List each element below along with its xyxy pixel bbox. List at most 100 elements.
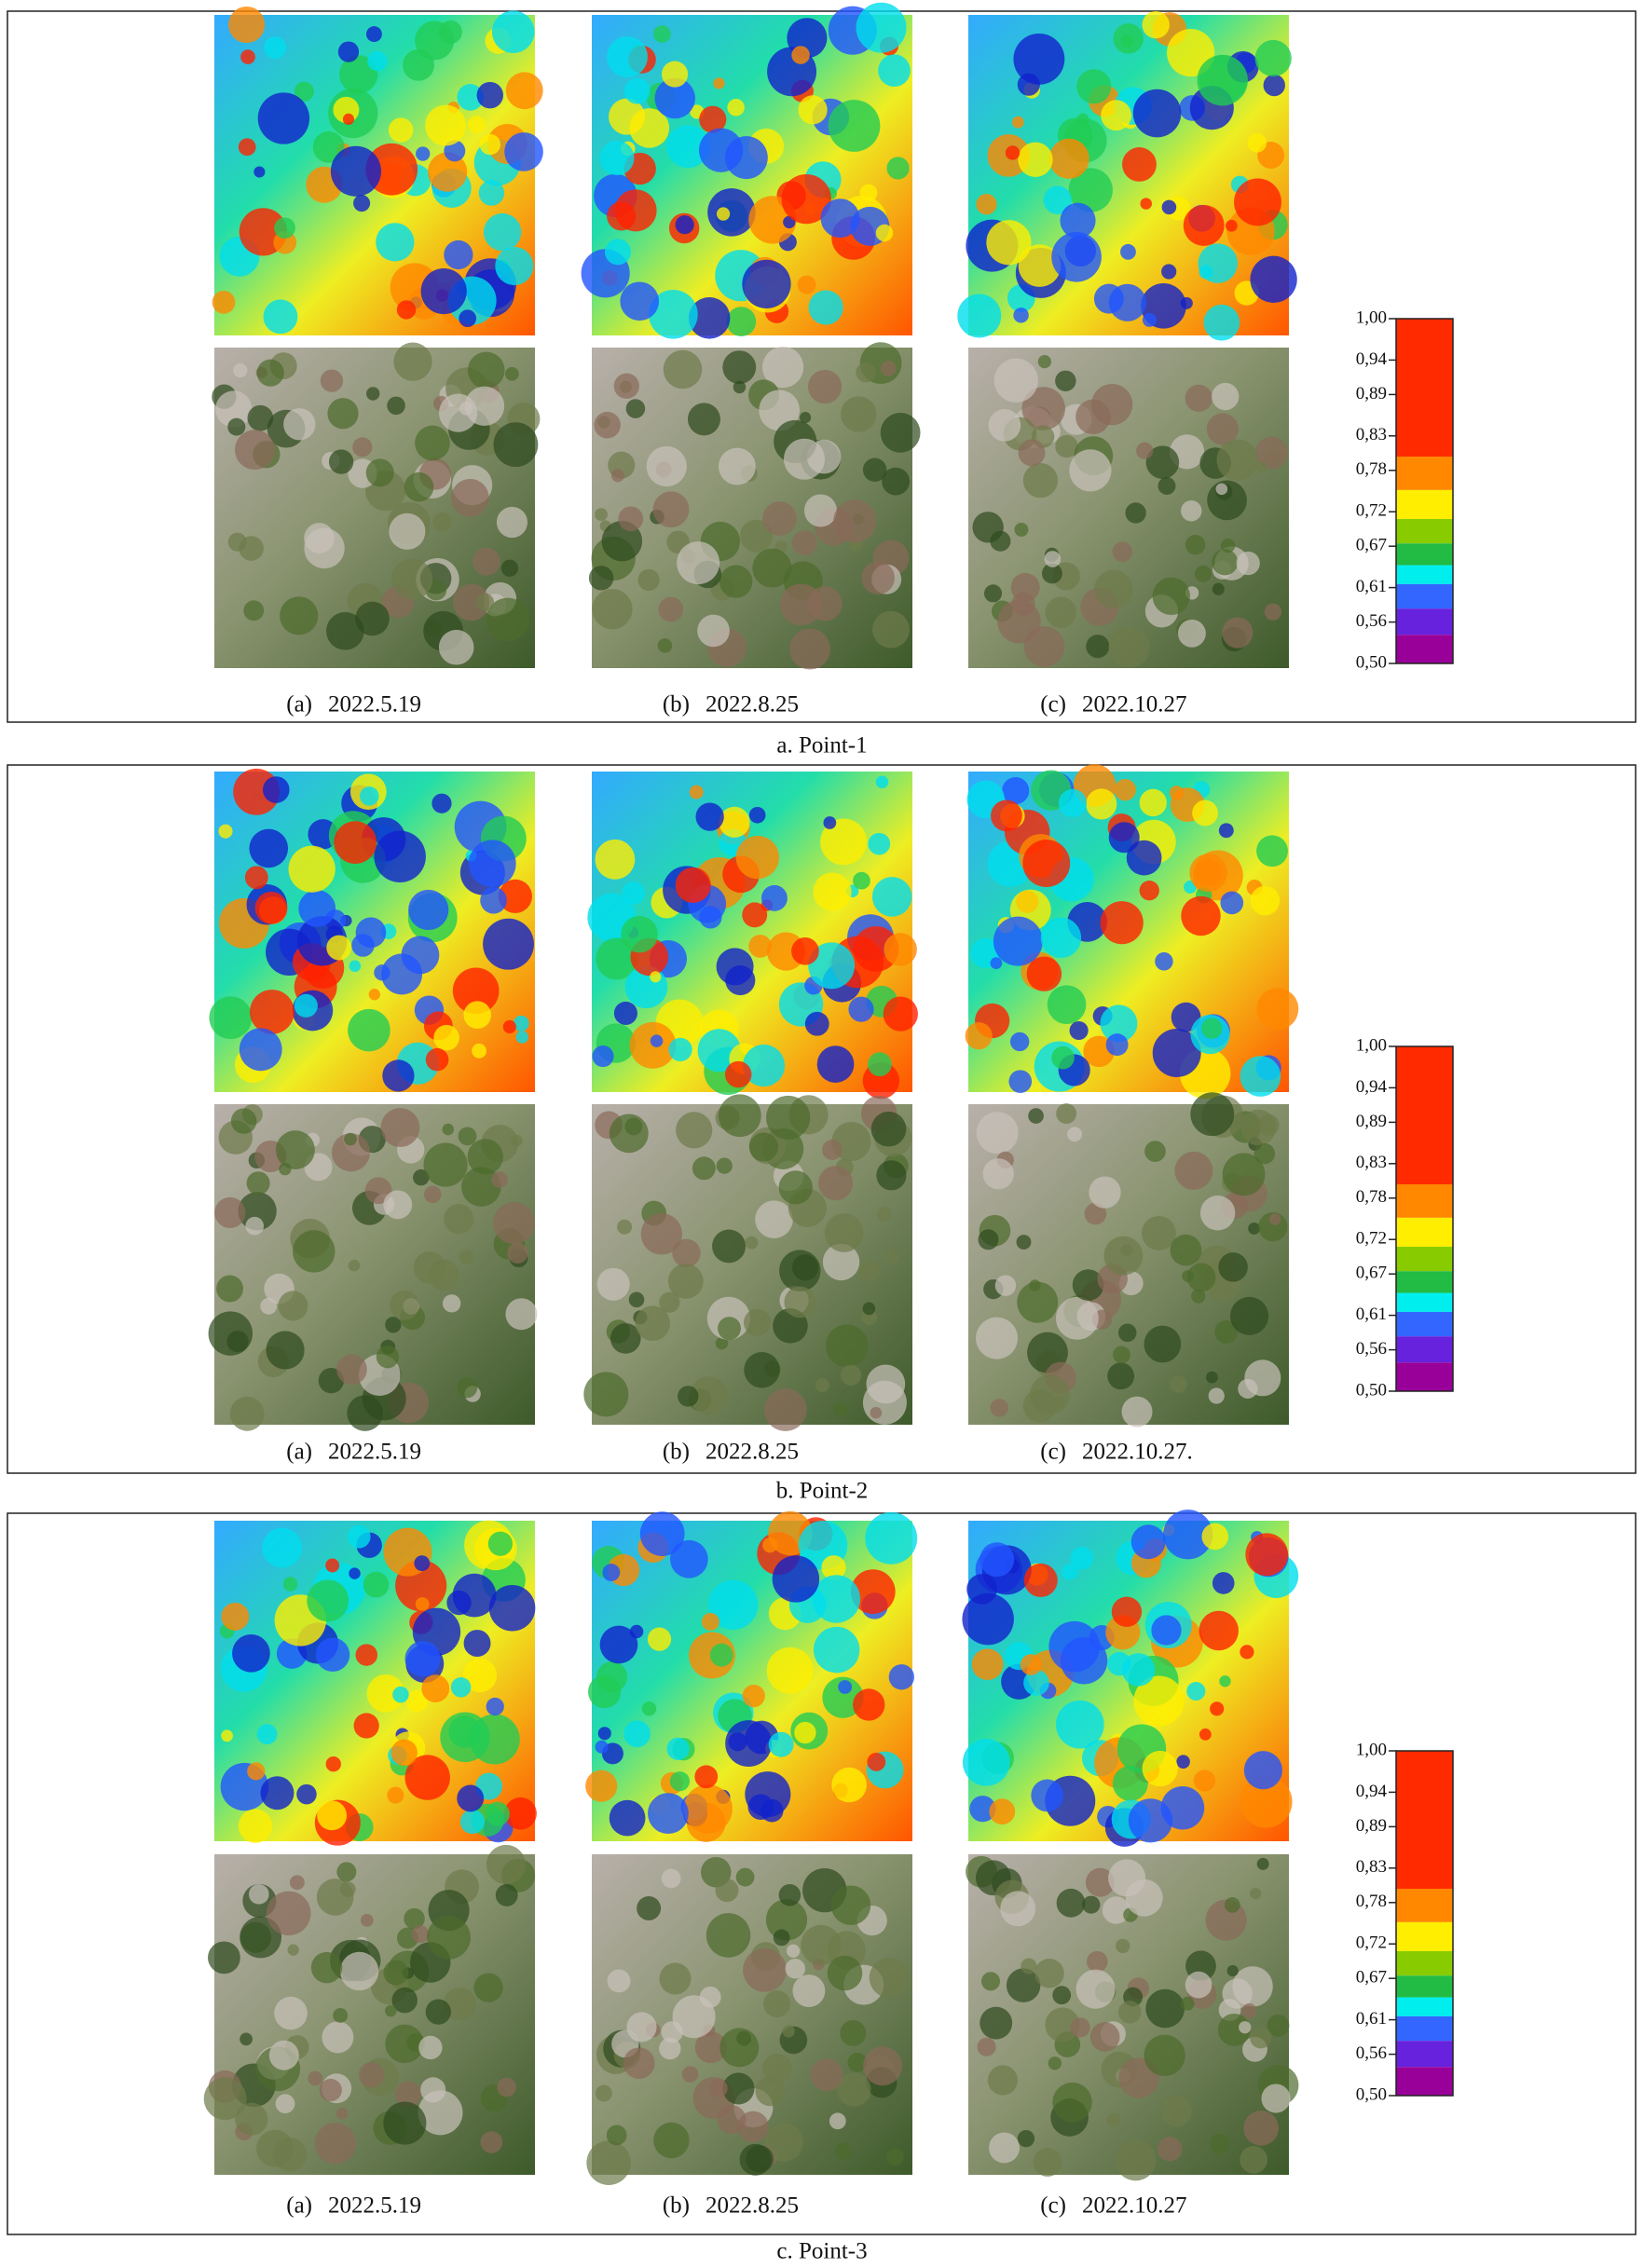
legend-tick-label: 0,67 (1356, 536, 1387, 555)
index-map-blob (425, 1047, 449, 1072)
rgb-photo-blob (500, 559, 519, 577)
index-map-blob (661, 61, 689, 88)
rgb-photo-blob (1240, 2145, 1267, 2174)
index-map-blob (859, 184, 878, 202)
rgb-photo-blob (208, 1941, 240, 1974)
index-map-blob (639, 1511, 685, 1556)
rgb-photo-blob (275, 1130, 315, 1170)
legend-tick-label: 0,56 (1356, 2043, 1387, 2063)
index-map-blob (432, 793, 452, 813)
legend-tick-label: 0,94 (1356, 1782, 1388, 1801)
rgb-photo-blob (1240, 1109, 1277, 1146)
index-map-blob (609, 1799, 646, 1837)
rgb-photo-blob (486, 1844, 527, 1885)
rgb-photo-blob (1206, 413, 1239, 445)
index-map-blob (675, 867, 711, 903)
panel-frame (7, 10, 1637, 723)
index-map-blob (762, 1537, 778, 1553)
rgb-photo-blob (863, 2046, 903, 2086)
rgb-photo-blob (676, 1112, 713, 1149)
index-map-blob (1197, 54, 1248, 106)
index-map-blob (504, 132, 543, 171)
index-map-blob (479, 133, 501, 156)
index-map-blob (725, 1720, 773, 1768)
index-map-blob (1122, 147, 1157, 182)
index-map-blob (853, 871, 870, 890)
index-map-blob (353, 195, 371, 212)
rgb-photo-blob (791, 1254, 819, 1281)
rgb-photo-blob (663, 349, 703, 389)
legend-tick-label: 0,83 (1356, 1153, 1387, 1172)
index-map-blob (414, 1555, 431, 1572)
rgb-photo-blob (333, 2008, 349, 2023)
rgb-photo-blob (763, 1990, 791, 2018)
index-map-blob (264, 36, 287, 60)
index-map-blob (1220, 891, 1244, 915)
rgb-photo-blob (1254, 436, 1288, 470)
index-map-blob (1140, 198, 1152, 210)
rgb-photo-blob (1222, 617, 1254, 649)
legend-swatch (1396, 319, 1453, 457)
legend-tick-label: 0,50 (1356, 1380, 1387, 1400)
index-map-blob (716, 207, 731, 221)
index-map-blob (253, 166, 266, 178)
rgb-photo-blob (347, 1395, 383, 1431)
index-map-blob (813, 1626, 860, 1674)
index-map-blob (853, 926, 899, 972)
image-label: (a) (286, 1440, 312, 1465)
rgb-photo-blob (444, 1204, 474, 1235)
rgb-photo-blob (423, 1185, 442, 1204)
index-map-blob (1051, 1045, 1075, 1070)
image-date: 2022.8.25 (706, 692, 799, 717)
index-map-blob (483, 212, 522, 252)
index-map-blob (1142, 1750, 1178, 1787)
rgb-photo-blob (1029, 1279, 1041, 1291)
rgb-photo-blob (493, 422, 539, 468)
rgb-photo-blob (870, 1111, 907, 1147)
rgb-photo-blob (1158, 2137, 1183, 2162)
index-map-blob (428, 152, 468, 192)
index-map-blob (653, 25, 671, 43)
rgb-photo-blob (1241, 2002, 1257, 2019)
index-map-blob (262, 1527, 303, 1568)
rgb-photo-blob (661, 1868, 681, 1889)
index-map-blob (325, 1558, 340, 1573)
index-map-blob (748, 806, 766, 824)
rgb-photo-blob (778, 1170, 813, 1205)
rgb-photo-blob (822, 1243, 860, 1281)
rgb-photo-blob (383, 1190, 413, 1220)
rgb-photo-blob (694, 2031, 727, 2064)
index-map-blob (438, 20, 462, 45)
rgb-photo-blob (289, 1875, 305, 1891)
index-map-blob (688, 297, 731, 339)
image-label: (c) (1040, 2193, 1066, 2219)
index-map-blob (416, 146, 431, 161)
rgb-photo-blob (385, 2004, 397, 2017)
image-date: 2022.10.27 (1082, 692, 1187, 717)
rgb-photo-blob (678, 1386, 699, 1407)
rgb-photo-blob (1056, 1103, 1077, 1125)
legend-swatch (1396, 489, 1453, 519)
rgb-photo-blob (1136, 442, 1154, 459)
rgb-photo-blob (840, 2019, 867, 2046)
legend-swatch (1396, 1997, 1453, 2016)
legend-swatch (1396, 457, 1453, 490)
index-map-blob (587, 1674, 622, 1709)
index-map-blob (1111, 1596, 1143, 1627)
index-map-blob (820, 198, 860, 239)
image-label: (b) (663, 692, 690, 717)
rgb-photo-blob (697, 614, 730, 648)
rgb-photo-blob (1160, 2095, 1193, 2127)
rgb-photo-blob (395, 2081, 422, 2108)
rgb-photo-blob (1070, 2017, 1090, 2038)
rgb-photo-blob (1121, 1396, 1153, 1428)
index-map-blob (488, 1584, 536, 1632)
rgb-photo-blob (715, 1879, 739, 1903)
index-map-blob (1250, 255, 1297, 303)
index-map-blob (1256, 835, 1288, 868)
rgb-photo-blob (989, 2132, 1020, 2164)
rgb-photo-blob (442, 1123, 455, 1136)
rgb-photo-blob (1236, 551, 1260, 576)
index-map-blob (742, 259, 791, 308)
index-map-blob (1142, 10, 1170, 39)
